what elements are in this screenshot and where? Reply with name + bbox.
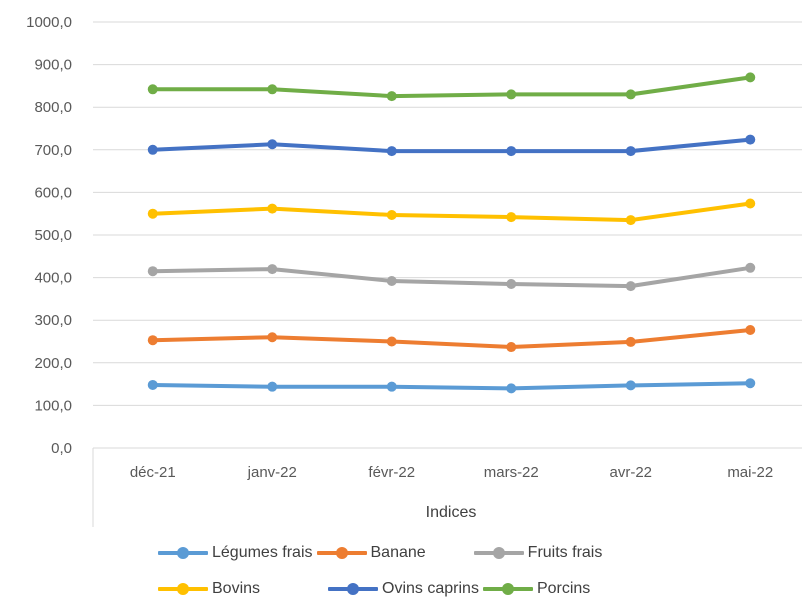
- data-point: [506, 212, 517, 223]
- legend-swatch-banane: [316, 543, 367, 563]
- data-point: [386, 276, 397, 287]
- series-bovins: [147, 198, 756, 226]
- series-ovins-caprins: [147, 134, 756, 157]
- y-tick-label: 400,0: [34, 270, 72, 287]
- data-point: [745, 134, 756, 145]
- data-point: [745, 262, 756, 273]
- y-tick-label: 500,0: [34, 227, 72, 244]
- legend-label: Ovins caprins: [382, 580, 479, 597]
- x-axis-title: Indices: [426, 504, 477, 521]
- series-line: [150, 75, 753, 99]
- data-point: [386, 91, 397, 102]
- y-tick-label: 600,0: [34, 184, 72, 201]
- data-point: [267, 332, 278, 343]
- x-tick-label: déc-21: [130, 464, 176, 481]
- data-point: [745, 198, 756, 209]
- y-axis: 0,0 100,0 200,0 300,0 400,0 500,0 600,0 700,0 80…: [26, 14, 72, 457]
- legend-row-2: Bovins Ovins caprins Porcins: [158, 576, 594, 602]
- data-point: [745, 324, 756, 335]
- data-point: [267, 84, 278, 95]
- series-line: [150, 137, 753, 154]
- line-chart: 0,0 100,0 200,0 300,0 400,0 500,0 600,0 700,0 80…: [26, 14, 802, 527]
- series-fruits-frais: [147, 262, 756, 292]
- legend-label: Porcins: [536, 580, 591, 597]
- data-point: [147, 379, 158, 390]
- legend-swatch-bovins: [158, 579, 208, 599]
- data-point: [625, 380, 636, 391]
- series-légumes-frais: [147, 378, 756, 394]
- legend-label: Banane: [370, 544, 426, 561]
- data-point: [625, 146, 636, 157]
- legend-swatch-ovins-caprins: [328, 579, 379, 599]
- legend-label: Légumes frais: [212, 544, 313, 561]
- data-point: [386, 209, 397, 220]
- data-point: [506, 146, 517, 157]
- legend-item-legumes-frais[interactable]: Légumes frais: [158, 543, 313, 563]
- legend-swatch-legumes-frais: [158, 543, 208, 563]
- legend-label: Fruits frais: [527, 544, 603, 561]
- y-tick-label: 200,0: [34, 355, 72, 372]
- data-point: [625, 215, 636, 226]
- data-point: [386, 336, 397, 347]
- y-tick-label: 300,0: [34, 312, 72, 329]
- legend-item-porcins[interactable]: Porcins: [482, 579, 591, 599]
- y-tick-label: 700,0: [34, 142, 72, 159]
- data-point: [267, 139, 278, 150]
- legend: Légumes frais Banane Fruits frais Bovins…: [0, 536, 802, 600]
- series-line: [150, 328, 753, 349]
- y-tick-label: 100,0: [34, 397, 72, 414]
- x-axis: déc-21 janv-22 févr-22 mars-22 avr-22 mai-22: [92, 447, 802, 527]
- data-point: [147, 208, 158, 219]
- series-line: [150, 201, 753, 223]
- legend-swatch-fruits-frais: [473, 543, 524, 563]
- series-line: [150, 265, 753, 289]
- data-point: [267, 203, 278, 214]
- legend-item-ovins-caprins[interactable]: Ovins caprins: [328, 579, 479, 599]
- legend-item-bovins[interactable]: Bovins: [158, 579, 324, 599]
- x-tick-label: avr-22: [609, 464, 652, 481]
- data-point: [147, 335, 158, 346]
- data-point: [625, 336, 636, 347]
- x-tick-label: janv-22: [247, 464, 297, 481]
- legend-swatch-porcins: [482, 579, 533, 599]
- data-point: [147, 266, 158, 277]
- data-point: [625, 89, 636, 100]
- series-banane: [147, 324, 756, 353]
- y-tick-label: 800,0: [34, 99, 72, 116]
- data-point: [745, 378, 756, 389]
- x-tick-label: févr-22: [368, 464, 415, 481]
- data-point: [506, 342, 517, 353]
- data-point: [506, 278, 517, 289]
- legend-label: Bovins: [212, 580, 261, 597]
- data-point: [506, 383, 517, 394]
- data-point: [506, 89, 517, 100]
- series-line: [150, 381, 753, 391]
- gridlines: [93, 21, 802, 406]
- data-point: [267, 381, 278, 392]
- data-point: [745, 72, 756, 83]
- legend-item-fruits-frais[interactable]: Fruits frais: [473, 543, 603, 563]
- data-point: [625, 281, 636, 292]
- data-point: [147, 84, 158, 95]
- x-tick-label: mai-22: [727, 464, 773, 481]
- data-point: [147, 144, 158, 155]
- series-porcins: [147, 72, 756, 102]
- y-tick-label: 1000,0: [26, 14, 72, 31]
- legend-row-1: Légumes frais Banane Fruits frais: [158, 540, 606, 566]
- y-tick-label: 900,0: [34, 57, 72, 74]
- data-point: [267, 264, 278, 275]
- y-tick-label: 0,0: [51, 440, 72, 457]
- legend-item-banane[interactable]: Banane: [316, 543, 470, 563]
- series-lines: [147, 72, 756, 394]
- data-point: [386, 146, 397, 157]
- x-tick-label: mars-22: [484, 464, 539, 481]
- data-point: [386, 381, 397, 392]
